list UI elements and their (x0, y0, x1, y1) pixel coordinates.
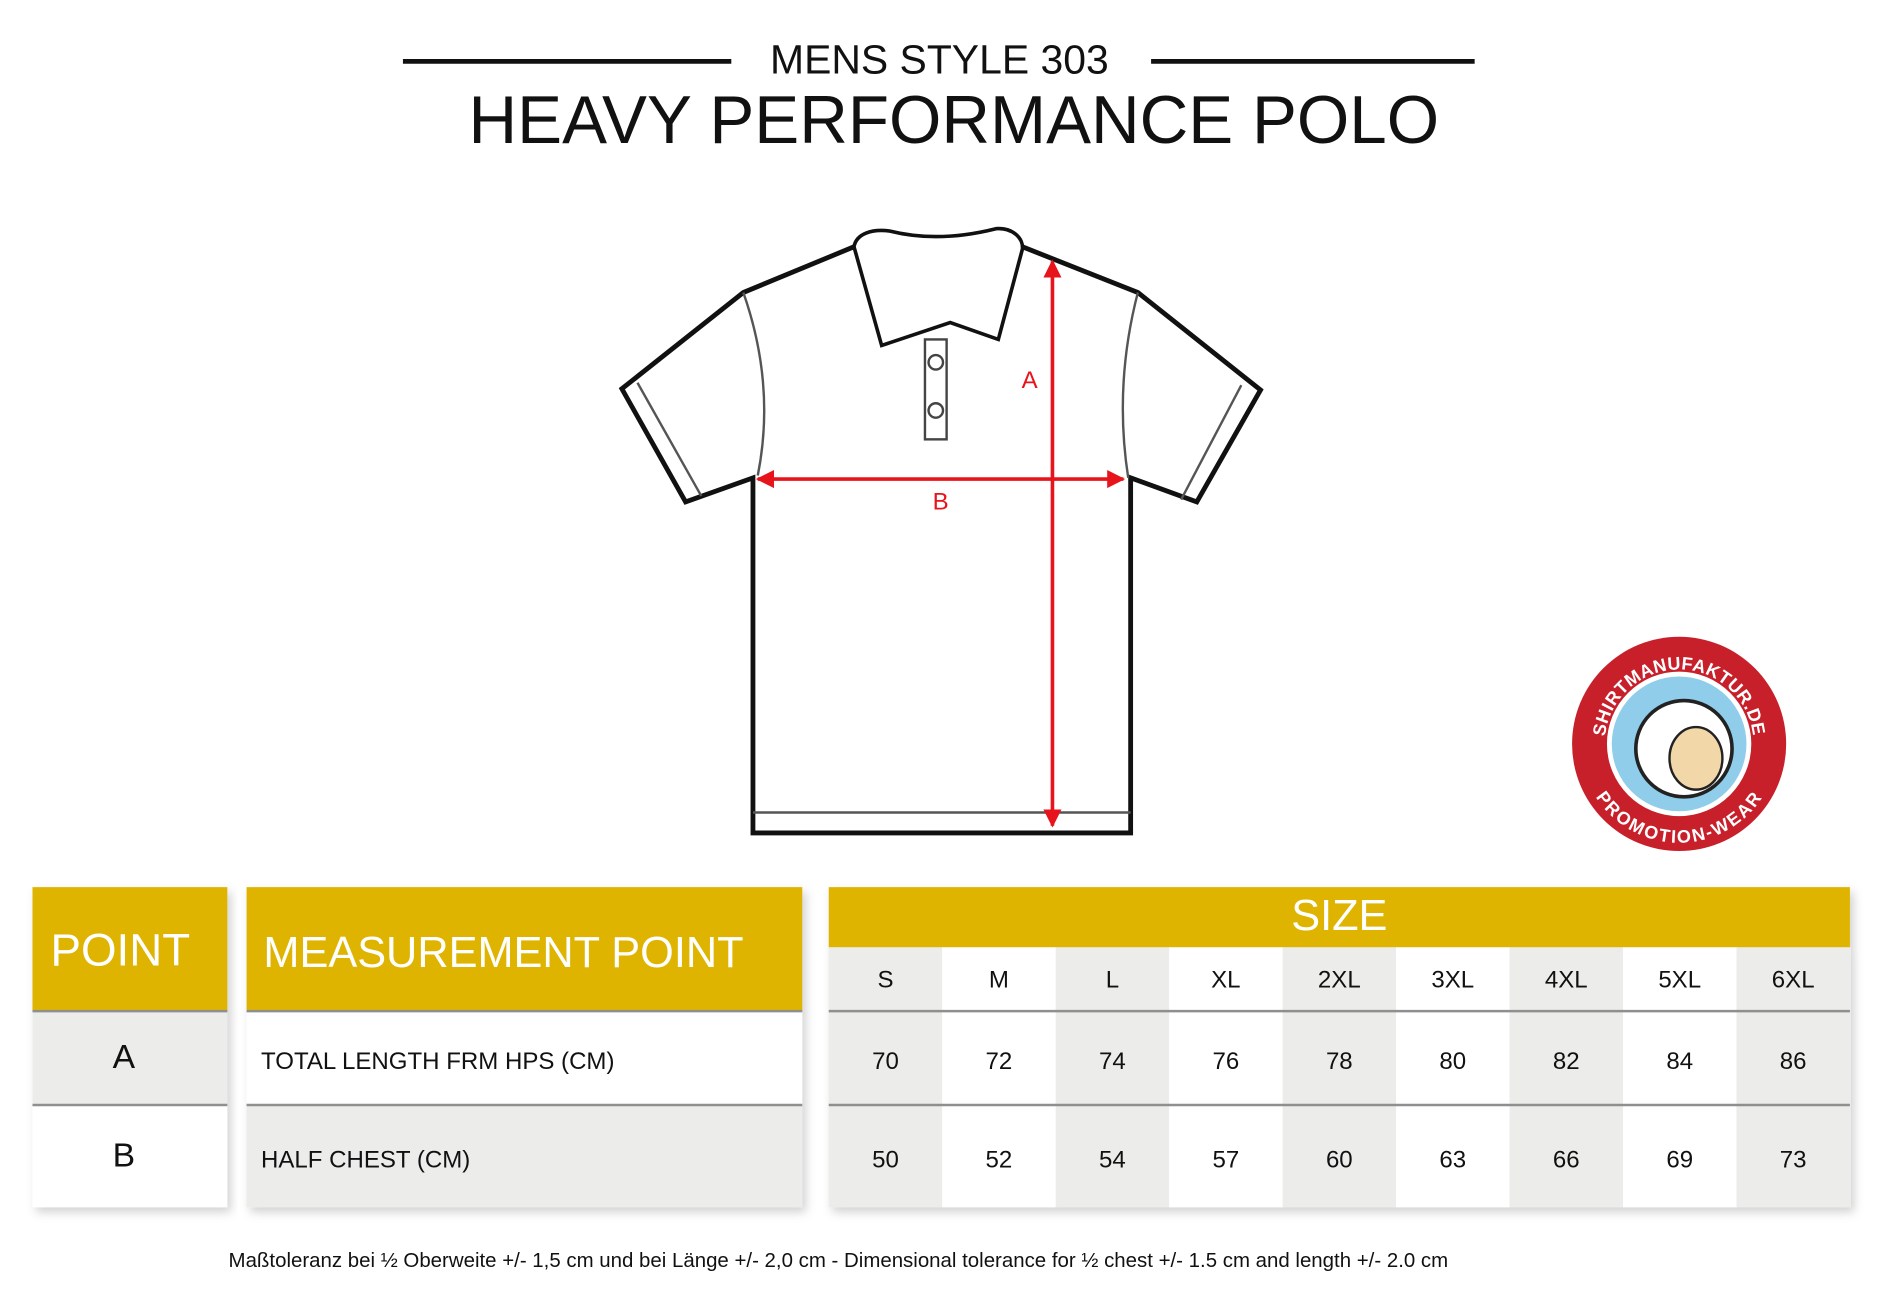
measurement-value: 73 (1780, 1146, 1807, 1173)
measurement-value: 63 (1439, 1146, 1466, 1173)
size-label: 6XL (1772, 966, 1815, 993)
size-label: L (1106, 966, 1119, 993)
measurement-column (246, 887, 803, 1208)
measurement-value: 66 (1553, 1146, 1580, 1173)
size-column-bg (1169, 947, 1284, 1208)
size-header: SIZE (1291, 892, 1387, 940)
button (927, 402, 945, 419)
size-table: POINT MEASUREMENT POINT SIZE S M L XL 2XL 3XL 4XL… (32, 887, 1851, 1208)
size-label: 5XL (1658, 966, 1701, 993)
button (927, 353, 945, 371)
polo-seams (636, 292, 1243, 814)
size-label: S (877, 966, 893, 993)
measurement-value: 76 (1212, 1048, 1239, 1075)
point-label: B (113, 1137, 135, 1174)
polo-body (618, 244, 1264, 836)
measurement-header: MEASUREMENT POINT (263, 929, 743, 977)
point-header-bg (32, 887, 228, 1012)
size-column-bg (1622, 947, 1738, 1208)
measurement-label: TOTAL LENGTH FRM HPS (CM) (261, 1048, 614, 1075)
size-column-bg (1736, 947, 1851, 1208)
measurement-value: 60 (1326, 1146, 1353, 1173)
collar (852, 226, 1025, 348)
measurement-value: 80 (1439, 1048, 1466, 1075)
measurement-value: 69 (1666, 1146, 1693, 1173)
subtitle: MENS STYLE 303 (770, 36, 1109, 82)
size-column-bg (1282, 947, 1397, 1208)
label-a: A (1022, 367, 1038, 394)
measurement-value: 54 (1099, 1146, 1126, 1173)
measurement-value: 50 (872, 1146, 899, 1173)
measurement-value: 72 (986, 1048, 1013, 1075)
size-label: 3XL (1431, 966, 1474, 993)
size-header-bg (828, 887, 1850, 948)
measurement-value: 70 (872, 1048, 899, 1075)
size-column-bg (1509, 947, 1624, 1208)
size-column-bg (942, 947, 1057, 1208)
point-header: POINT (51, 924, 191, 975)
polo-diagram (618, 226, 1264, 836)
measurement-cell-bg (246, 1105, 803, 1208)
measurement-value: 86 (1780, 1048, 1807, 1075)
face (1668, 725, 1724, 791)
point-cell-bg (32, 1105, 228, 1208)
size-label: 2XL (1318, 966, 1361, 993)
measurement-value: 82 (1553, 1048, 1580, 1075)
size-label: 4XL (1545, 966, 1588, 993)
measurement-value: 52 (986, 1146, 1013, 1173)
measurement-value: 78 (1326, 1048, 1353, 1075)
measurement-value: 74 (1099, 1048, 1126, 1075)
measurement-cell-bg (246, 1011, 803, 1105)
size-label: XL (1211, 966, 1240, 993)
measurement-label: HALF CHEST (CM) (261, 1146, 470, 1173)
point-label: A (113, 1039, 136, 1076)
size-column-bg (1396, 947, 1511, 1208)
measurement-value: 57 (1212, 1146, 1239, 1173)
size-label: M (989, 966, 1009, 993)
point-column (32, 887, 228, 1208)
point-cell-bg (32, 1011, 228, 1105)
label-b: B (933, 489, 949, 516)
size-column-bg (828, 947, 943, 1208)
measurement-header-bg (246, 887, 803, 1012)
size-block (828, 887, 1851, 1208)
measurement-value: 84 (1666, 1048, 1693, 1075)
logo: SHIRTMANUFAKTUR.DE PROMOTION-WEAR (1572, 636, 1787, 852)
title: HEAVY PERFORMANCE POLO (469, 83, 1440, 158)
footer-note: Maßtoleranz bei ½ Oberweite +/- 1,5 cm u… (229, 1249, 1449, 1272)
size-column-bg (1055, 947, 1170, 1208)
